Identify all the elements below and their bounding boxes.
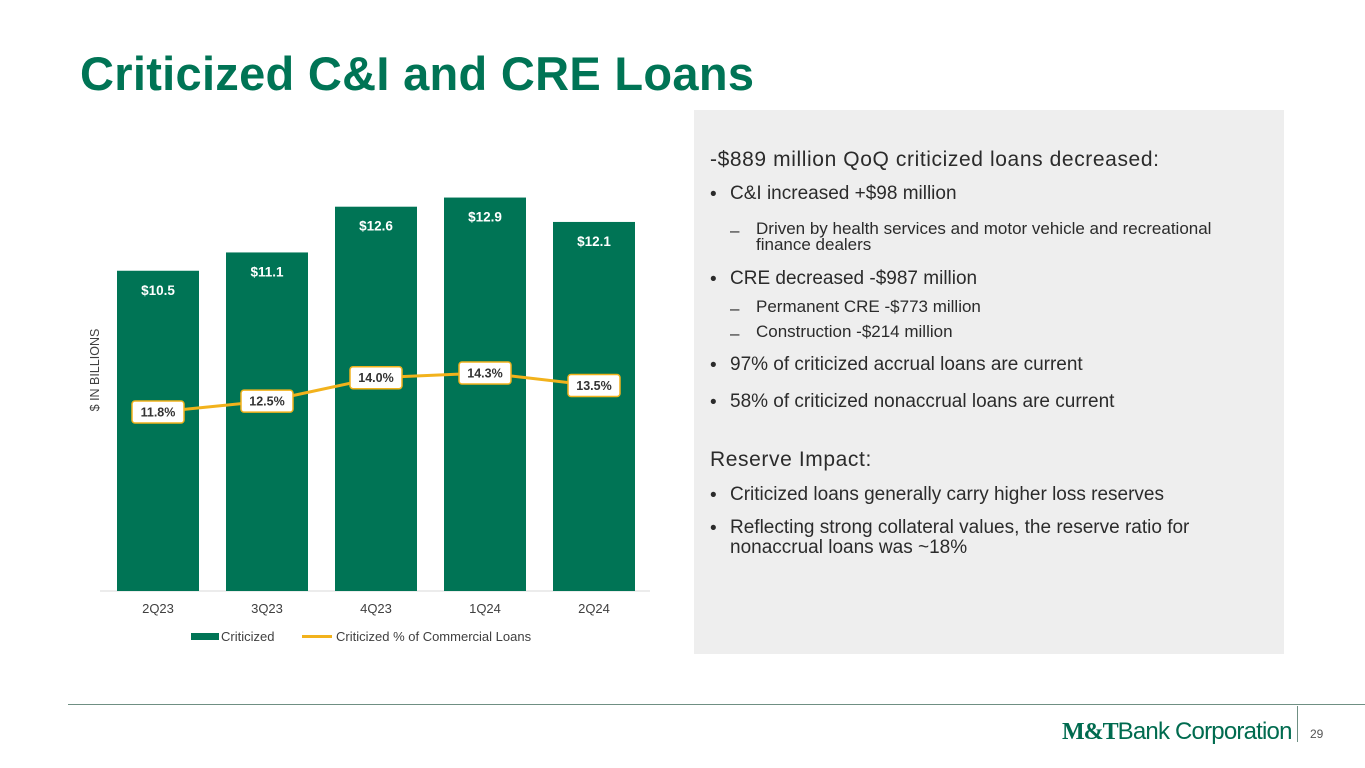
panel-heading-qoq: -$889 million QoQ criticized loans decre… (710, 148, 1160, 171)
bar-label-4q23: $12.6 (359, 219, 393, 234)
line-label-box-4q23 (349, 365, 403, 390)
bullet-cre-text: CRE decreased -$987 million (730, 268, 978, 289)
bar-2q24 (553, 221, 635, 591)
sub-dash: – (730, 324, 740, 343)
commentary-panel: -$889 million QoQ criticized loans decre… (694, 110, 1284, 654)
sub-bullet-permanent-cre: – Permanent CRE -$773 million (730, 297, 1250, 318)
sub-bullet-construction: – Construction -$214 million (730, 322, 1250, 343)
bullet-nonaccrual-current: • 58% of criticized nonaccrual loans are… (710, 391, 1270, 414)
bullet-dot: • (710, 518, 717, 539)
sub-dash: – (730, 299, 740, 318)
line-label-1q24: 14.3% (467, 367, 502, 381)
bar-3q23 (226, 252, 308, 591)
bullet-dot: • (710, 355, 717, 376)
line-label-3q23: 12.5% (249, 395, 284, 409)
logo-mark: M&T (1062, 719, 1119, 745)
line-label-box-1q24 (458, 361, 512, 385)
footer-rule (68, 704, 1365, 705)
bar-1q24 (444, 197, 526, 592)
legend-label-criticized: Criticized (221, 629, 274, 644)
line-label-box-3q23 (240, 389, 294, 413)
y-axis-title: $ IN BILLIONS (88, 329, 102, 412)
sub-dash: – (730, 221, 740, 240)
bullet-reserve-ratio-text: Reflecting strong collateral values, the… (730, 517, 1190, 558)
company-logo: M&TBank Corporation (1062, 718, 1292, 746)
sub-bullet-permanent-cre-text: Permanent CRE -$773 million (756, 297, 981, 316)
bullet-dot: • (710, 485, 717, 506)
bullet-cre: • CRE decreased -$987 million (710, 268, 1270, 291)
bullet-dot: • (710, 269, 717, 290)
bar-label-3q23: $11.1 (250, 264, 284, 279)
bullet-loss-reserves: • Criticized loans generally carry highe… (710, 484, 1270, 507)
x-tick-2q23: 2Q23 (142, 601, 174, 616)
legend-swatch-criticized (191, 633, 219, 640)
panel-heading-reserve: Reserve Impact: (710, 448, 872, 471)
criticized-loans-chart: $ IN BILLIONS $10.5 2Q23 $11.1 3Q23 $12.6 4Q23… (88, 197, 650, 644)
line-label-box-2q23 (131, 400, 185, 424)
slide-title: Criticized C&I and CRE Loans (80, 47, 755, 100)
bar-label-2q24: $12.1 (577, 234, 611, 249)
bullet-accrual-current-text: 97% of criticized accrual loans are curr… (730, 354, 1083, 375)
sub-bullet-ci-drivers-text: Driven by health services and motor vehi… (756, 219, 1212, 254)
sub-bullet-construction-text: Construction -$214 million (756, 322, 953, 341)
logo-divider (1297, 706, 1298, 742)
bar-4q23 (335, 206, 417, 591)
bullet-dot: • (710, 392, 717, 413)
bullet-dot: • (710, 184, 717, 205)
bullet-loss-reserves-text: Criticized loans generally carry higher … (730, 484, 1165, 505)
bar-2q23 (117, 270, 199, 591)
bar-label-1q24: $12.9 (468, 210, 502, 225)
x-tick-1q24: 1Q24 (469, 601, 501, 616)
x-tick-2q24: 2Q24 (578, 601, 610, 616)
bar-label-2q23: $10.5 (141, 283, 175, 298)
line-label-box-2q24 (567, 373, 621, 398)
sub-bullet-ci-drivers: – Driven by health services and motor ve… (730, 219, 1250, 254)
legend-label-criticized-pct: Criticized % of Commercial Loans (336, 629, 532, 644)
line-label-2q23: 11.8% (141, 406, 176, 420)
bullet-ci: • C&I increased +$98 million (710, 183, 1270, 206)
x-tick-4q23: 4Q23 (360, 601, 392, 616)
line-label-4q23: 14.0% (358, 371, 393, 385)
bullet-nonaccrual-current-text: 58% of criticized nonaccrual loans are c… (730, 391, 1115, 412)
bullet-accrual-current: • 97% of criticized accrual loans are cu… (710, 354, 1270, 377)
bullet-reserve-ratio: • Reflecting strong collateral values, t… (710, 518, 1270, 558)
x-tick-3q23: 3Q23 (251, 601, 283, 616)
logo-wordmark: Bank Corporation (1117, 718, 1293, 745)
line-label-2q24: 13.5% (576, 379, 611, 393)
bullet-ci-text: C&I increased +$98 million (730, 183, 957, 204)
page-number: 29 (1310, 727, 1324, 741)
